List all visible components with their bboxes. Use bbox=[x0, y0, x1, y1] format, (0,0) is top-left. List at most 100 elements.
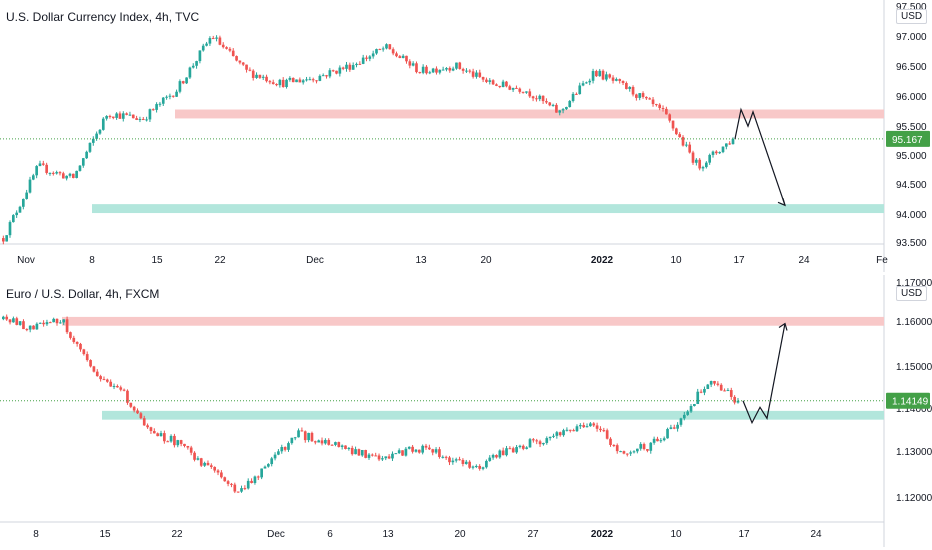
candle bbox=[505, 80, 508, 88]
candle bbox=[65, 316, 69, 335]
candle bbox=[387, 454, 391, 460]
candle bbox=[21, 198, 25, 210]
candle bbox=[388, 44, 392, 50]
x-tick-label: Nov bbox=[17, 255, 35, 266]
candle bbox=[288, 76, 292, 82]
candle bbox=[498, 85, 502, 89]
arrow-head bbox=[778, 322, 788, 331]
candle bbox=[434, 447, 438, 455]
candle bbox=[545, 436, 549, 445]
candle bbox=[71, 173, 75, 179]
candle bbox=[394, 453, 398, 455]
candle bbox=[601, 69, 605, 81]
candle bbox=[455, 62, 458, 70]
candle bbox=[231, 48, 235, 57]
candle bbox=[38, 322, 42, 324]
candle bbox=[185, 77, 188, 85]
dxy-currency-badge[interactable]: USD bbox=[896, 9, 928, 24]
candle bbox=[561, 108, 565, 114]
candle bbox=[155, 102, 158, 113]
candle bbox=[340, 444, 344, 450]
candle bbox=[233, 482, 237, 494]
candle bbox=[678, 132, 682, 138]
resistance-zone bbox=[62, 316, 884, 326]
candle bbox=[300, 427, 304, 432]
candle bbox=[350, 445, 354, 456]
candle bbox=[381, 46, 385, 52]
candle bbox=[676, 422, 679, 432]
x-tick-label: 15 bbox=[151, 255, 163, 266]
candle bbox=[79, 342, 82, 352]
candle bbox=[25, 189, 28, 200]
candle bbox=[297, 428, 300, 438]
candle bbox=[313, 440, 317, 445]
candle bbox=[307, 432, 310, 443]
candle bbox=[662, 436, 666, 442]
candle bbox=[521, 91, 525, 94]
candle bbox=[195, 60, 198, 69]
candle bbox=[112, 383, 116, 390]
candle bbox=[438, 446, 441, 459]
candle bbox=[371, 453, 374, 457]
candle bbox=[401, 54, 405, 59]
candle bbox=[578, 423, 582, 430]
candle bbox=[89, 359, 92, 368]
candle bbox=[699, 389, 703, 394]
candle bbox=[209, 463, 213, 469]
candle bbox=[8, 319, 12, 325]
candle bbox=[268, 79, 272, 85]
y-tick-label: 96.000 bbox=[896, 92, 927, 103]
y-tick-label: 94.500 bbox=[896, 180, 927, 191]
candle bbox=[424, 443, 428, 450]
x-tick-label: 10 bbox=[670, 255, 682, 266]
candle bbox=[421, 444, 425, 455]
candle bbox=[271, 79, 275, 85]
candle bbox=[58, 171, 62, 176]
x-tick-label: 24 bbox=[810, 529, 822, 540]
candle bbox=[85, 351, 89, 362]
candle bbox=[165, 95, 168, 100]
candle bbox=[109, 379, 113, 387]
candle bbox=[475, 70, 478, 79]
candle bbox=[8, 220, 12, 238]
candle bbox=[491, 79, 495, 85]
candle bbox=[478, 464, 482, 471]
eurusd-currency-badge[interactable]: USD bbox=[896, 286, 928, 301]
candle bbox=[414, 449, 418, 453]
candle bbox=[551, 103, 555, 107]
x-tick-label: 17 bbox=[733, 255, 745, 266]
candle bbox=[179, 439, 183, 447]
candle bbox=[709, 380, 713, 388]
candle bbox=[708, 153, 712, 165]
candle bbox=[65, 175, 68, 181]
candle bbox=[52, 317, 56, 323]
candle bbox=[183, 443, 186, 448]
candle bbox=[148, 108, 152, 122]
candle bbox=[95, 369, 99, 377]
candle bbox=[632, 450, 636, 454]
candle bbox=[25, 328, 29, 332]
dxy-chart: 97.500 97.000 96.500 96.000 95.500 95.000 94.5… bbox=[0, 0, 930, 272]
projection-arrow bbox=[734, 107, 786, 206]
x-tick-label: 8 bbox=[89, 255, 95, 266]
candle bbox=[255, 72, 258, 79]
candle bbox=[99, 374, 102, 382]
candle bbox=[159, 430, 163, 437]
candle bbox=[45, 319, 49, 326]
candle bbox=[126, 389, 129, 405]
candle bbox=[641, 91, 645, 99]
candle bbox=[295, 79, 298, 83]
candle bbox=[320, 437, 324, 446]
candle bbox=[11, 214, 15, 223]
candle bbox=[731, 137, 735, 145]
candle bbox=[275, 83, 278, 87]
candle bbox=[565, 427, 569, 432]
candle bbox=[22, 319, 25, 330]
candle bbox=[198, 50, 202, 64]
candle bbox=[542, 442, 545, 446]
x-tick-label: Dec bbox=[306, 255, 324, 266]
candle bbox=[256, 475, 260, 481]
candle bbox=[138, 116, 142, 123]
y-tick-label: 95.000 bbox=[896, 151, 927, 162]
candle bbox=[728, 141, 732, 145]
